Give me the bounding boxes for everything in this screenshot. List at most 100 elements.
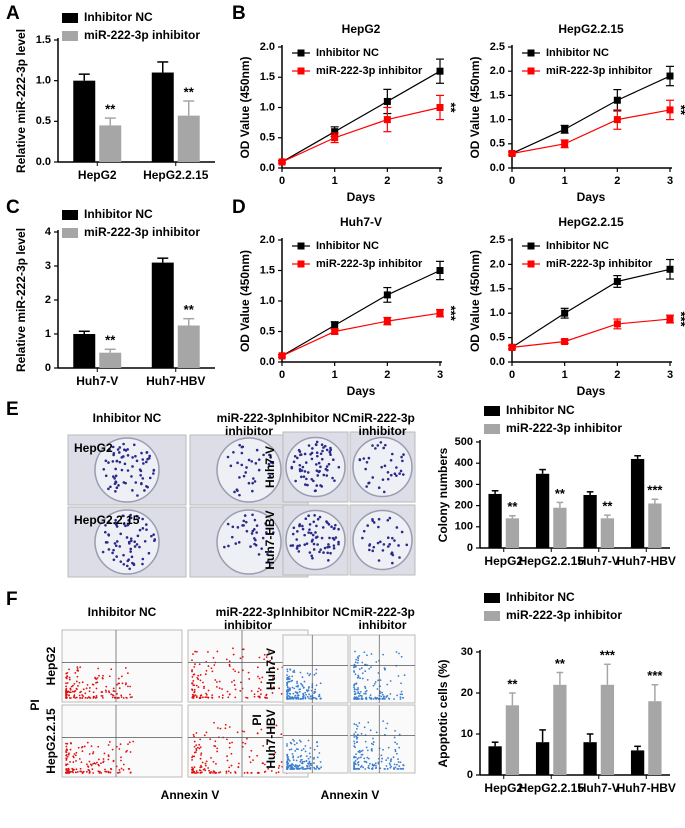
event xyxy=(70,685,73,688)
event xyxy=(296,742,298,744)
event xyxy=(294,694,297,697)
event xyxy=(219,727,222,730)
event xyxy=(304,745,307,747)
colony xyxy=(115,459,119,463)
colony xyxy=(247,458,251,462)
event xyxy=(355,682,358,685)
event xyxy=(195,749,198,752)
event xyxy=(122,769,125,771)
legend-label: Inhibitor NC xyxy=(546,47,609,59)
colony xyxy=(152,469,156,472)
colony xyxy=(405,543,409,547)
colony xyxy=(114,518,117,522)
event xyxy=(300,758,303,761)
row-label: HepG2.2.15 xyxy=(44,708,58,774)
event xyxy=(242,741,244,744)
event xyxy=(302,747,305,750)
event xyxy=(373,682,376,685)
colony xyxy=(115,486,119,490)
event xyxy=(252,759,254,762)
event xyxy=(76,667,79,670)
y-tick-label: 1 xyxy=(45,328,51,340)
colony xyxy=(244,471,248,474)
y-tick-label: 10 xyxy=(461,728,473,740)
event xyxy=(302,695,304,698)
event xyxy=(309,747,312,749)
event xyxy=(315,672,318,675)
event xyxy=(243,772,246,774)
event xyxy=(73,753,76,755)
event xyxy=(286,745,288,747)
event xyxy=(290,697,292,700)
colony xyxy=(114,467,117,471)
event xyxy=(108,741,111,743)
event xyxy=(294,750,297,752)
event xyxy=(354,692,357,695)
event xyxy=(355,768,358,770)
event xyxy=(79,767,82,770)
event xyxy=(257,675,259,678)
x-axis-label: Days xyxy=(347,190,376,204)
colony xyxy=(371,476,375,479)
event xyxy=(363,760,366,763)
x-tick-label: 0 xyxy=(509,369,515,381)
colony xyxy=(129,547,133,551)
event xyxy=(88,753,91,755)
y-tick-label: 1.5 xyxy=(36,34,51,46)
colony xyxy=(384,443,387,447)
event xyxy=(111,696,114,699)
event xyxy=(203,734,206,737)
colony xyxy=(291,532,295,536)
event xyxy=(307,739,310,742)
event xyxy=(389,693,392,695)
colony xyxy=(226,522,230,526)
event xyxy=(358,692,361,695)
event xyxy=(260,681,263,684)
colony xyxy=(372,545,376,549)
event xyxy=(381,693,384,696)
event xyxy=(112,690,115,692)
x-tick-label: 3 xyxy=(667,175,673,187)
colony xyxy=(152,472,155,475)
marker xyxy=(383,291,391,299)
marker xyxy=(561,309,569,317)
colony xyxy=(316,517,320,521)
colony xyxy=(236,526,240,529)
event xyxy=(294,764,297,767)
event xyxy=(319,761,322,763)
event xyxy=(379,679,382,682)
colony xyxy=(303,543,307,546)
colony xyxy=(393,472,397,476)
event xyxy=(298,739,301,742)
legend-swatch xyxy=(484,406,500,416)
image xyxy=(61,704,183,778)
event xyxy=(290,680,292,683)
colony xyxy=(262,453,265,457)
y-tick-label: 0.5 xyxy=(490,138,505,150)
event xyxy=(80,761,83,764)
event xyxy=(199,766,202,769)
event xyxy=(118,769,121,771)
colony xyxy=(320,536,324,540)
colony xyxy=(332,546,336,550)
legend-swatch xyxy=(62,31,78,41)
colony xyxy=(321,526,325,529)
event xyxy=(85,770,88,773)
event xyxy=(110,668,113,671)
event xyxy=(286,670,289,673)
event xyxy=(363,692,366,695)
bar xyxy=(600,684,615,775)
colony xyxy=(234,542,238,545)
event xyxy=(367,721,370,724)
event xyxy=(292,692,295,695)
event xyxy=(86,741,89,744)
event xyxy=(240,681,242,684)
event xyxy=(261,762,264,765)
event xyxy=(69,688,72,691)
event xyxy=(225,772,228,774)
colony xyxy=(245,466,248,469)
bar xyxy=(583,742,597,775)
y-tick-label: 1.5 xyxy=(260,71,275,83)
event xyxy=(363,757,366,760)
colony xyxy=(314,531,317,534)
